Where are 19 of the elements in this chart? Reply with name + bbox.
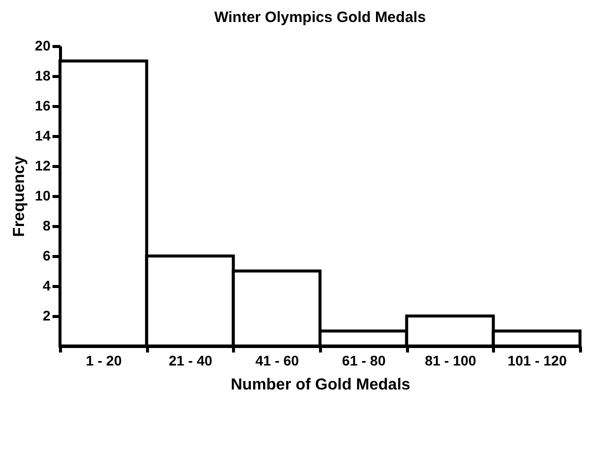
x-axis-title: Number of Gold Medals <box>230 376 410 394</box>
y-tick-label: 14 <box>34 128 51 144</box>
y-tick-label: 18 <box>34 68 51 84</box>
y-tick-label: 16 <box>34 98 51 114</box>
y-tick-label: 12 <box>34 158 51 174</box>
x-tick-label: 1 - 20 <box>86 352 122 368</box>
x-tick-label: 21 - 40 <box>168 352 213 368</box>
x-tick-label: 61 - 80 <box>342 352 386 368</box>
y-tick-label: 2 <box>42 308 51 324</box>
y-tick-label: 8 <box>42 218 51 234</box>
y-tick-label: 10 <box>34 188 51 204</box>
y-tick-label: 6 <box>42 248 51 264</box>
x-tick-label: 41 - 60 <box>255 352 300 368</box>
x-tick-label: 81 - 100 <box>424 352 476 368</box>
x-tick-label: 101 - 120 <box>508 352 567 368</box>
y-tick-label: 20 <box>34 38 51 54</box>
chart-title: Winter Olympics Gold Medals <box>214 9 426 26</box>
y-tick-label: 4 <box>42 278 51 294</box>
y-axis-title: Frequency <box>10 156 28 237</box>
